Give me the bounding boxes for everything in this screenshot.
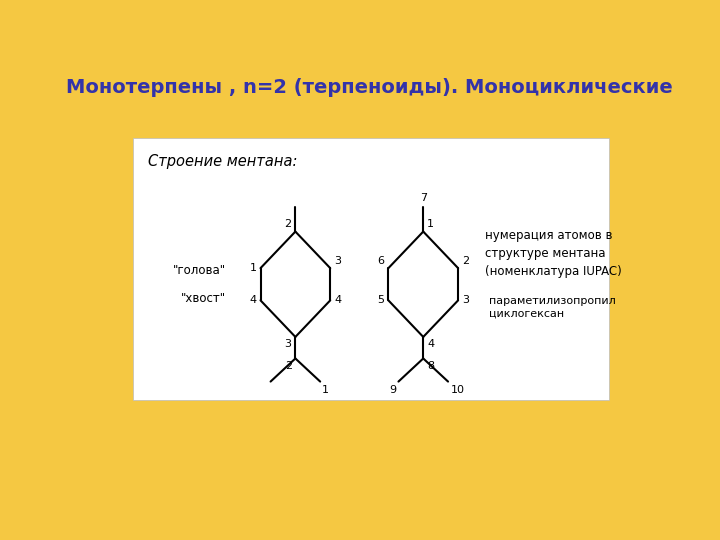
Text: Монотерпены , n=2 (терпеноиды). Моноциклические: Монотерпены , n=2 (терпеноиды). Моноцикл… (66, 78, 672, 97)
Text: 4: 4 (427, 339, 434, 349)
Text: 1: 1 (427, 219, 434, 230)
Text: нумерация атомов в
структуре ментана
(номенклатура IUPAC): нумерация атомов в структуре ментана (но… (485, 229, 622, 278)
Text: 3: 3 (284, 339, 292, 349)
Text: 10: 10 (451, 384, 464, 395)
Text: 3: 3 (334, 256, 341, 266)
Text: 5: 5 (377, 295, 384, 305)
Text: 4: 4 (250, 295, 256, 305)
Text: 7: 7 (420, 193, 427, 203)
FancyBboxPatch shape (132, 138, 609, 400)
Text: 4: 4 (334, 295, 341, 305)
Text: 1: 1 (250, 263, 256, 273)
Text: 2: 2 (285, 361, 292, 371)
Text: Строение ментана:: Строение ментана: (148, 153, 297, 168)
Text: 3: 3 (462, 295, 469, 305)
Text: 2: 2 (462, 256, 469, 266)
Text: 2: 2 (284, 219, 292, 230)
Text: "хвост": "хвост" (181, 292, 225, 305)
Text: "голова": "голова" (173, 264, 225, 277)
Text: параметилизопропил
циклогексан: параметилизопропил циклогексан (489, 296, 616, 319)
Text: 6: 6 (377, 256, 384, 266)
Text: 9: 9 (389, 384, 396, 395)
Text: 8: 8 (427, 361, 434, 371)
Text: 1: 1 (322, 384, 329, 395)
